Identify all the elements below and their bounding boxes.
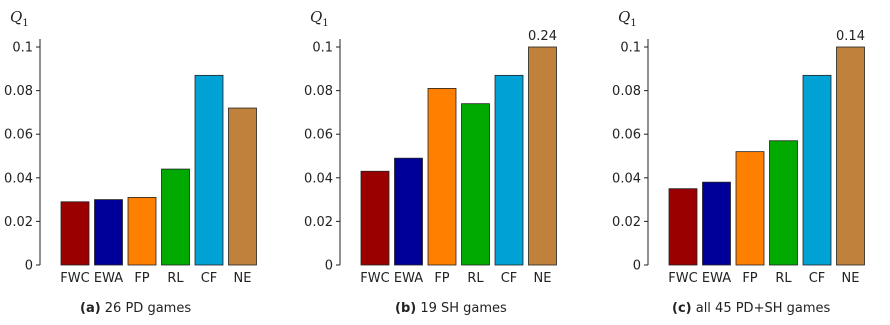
x-tick-label: CF — [201, 271, 218, 286]
x-tick-label: NE — [534, 271, 552, 286]
y-tick-label: 0.1 — [312, 41, 333, 56]
y-tick-label: 0.02 — [612, 215, 641, 230]
y-tick-label: 0.1 — [620, 41, 641, 56]
x-tick-label: EWA — [94, 271, 123, 286]
chart-panel-3: 0 0.02 0.04 0.06 0.08 0.1 Q1 FWC EWA FP RL CF NE 0.14… — [612, 8, 865, 316]
chart-caption-label: (c) — [672, 301, 692, 316]
bar-fp — [735, 151, 765, 266]
y-axis-label: Q1 — [618, 8, 637, 29]
x-tick-label: EWA — [702, 271, 731, 286]
chart-caption: (a) 26 PD games — [80, 301, 191, 316]
x-tick-label: CF — [501, 271, 518, 286]
x-tick-label: FWC — [60, 271, 89, 286]
chart-caption-label: (b) — [395, 301, 416, 316]
x-tick-label: RL — [775, 271, 792, 286]
chart-caption-text: all 45 PD+SH games — [692, 301, 831, 316]
bar-value-label: 0.24 — [528, 29, 557, 44]
chart-caption-text: 26 PD games — [101, 301, 192, 316]
y-axis-label-subscript: 1 — [22, 18, 28, 29]
bar-ewa — [394, 157, 423, 266]
bar-rl — [161, 168, 190, 266]
y-tick-label: 0.08 — [304, 84, 333, 99]
bar-ne — [528, 46, 557, 266]
x-tick-label: RL — [167, 271, 184, 286]
y-axis-label: Q1 — [10, 8, 29, 29]
chart-caption-label: (a) — [80, 301, 101, 316]
y-tick-label: 0.08 — [612, 84, 641, 99]
bar-cf — [194, 74, 224, 266]
bar-rl — [769, 140, 798, 266]
x-tick-label: FP — [134, 271, 149, 286]
y-tick-label: 0.08 — [4, 84, 33, 99]
chart-caption: (b) 19 SH games — [395, 301, 507, 316]
y-tick-label: 0.06 — [304, 128, 333, 143]
x-tick-label: FP — [434, 271, 449, 286]
chart-caption: (c) all 45 PD+SH games — [672, 301, 831, 316]
bar-cf — [802, 74, 832, 266]
x-tick-label: CF — [809, 271, 826, 286]
x-tick-label: FWC — [668, 271, 697, 286]
y-tick-label: 0 — [325, 259, 333, 274]
x-tick-label: NE — [234, 271, 252, 286]
y-tick-label: 0.04 — [612, 171, 641, 186]
x-tick-label: RL — [467, 271, 484, 286]
bar-ne — [836, 46, 865, 266]
y-tick-label: 0 — [25, 259, 33, 274]
y-tick-label: 0.04 — [304, 171, 333, 186]
bar-fp — [127, 197, 157, 266]
chart-panel-2: 0 0.02 0.04 0.06 0.08 0.1 Q1 FWC EWA FP RL CF NE 0.24… — [304, 8, 557, 316]
bar-cf — [494, 74, 524, 266]
bar-value-label: 0.14 — [836, 29, 865, 44]
y-tick-label: 0.06 — [4, 128, 33, 143]
chart-panel-1: 0 0.02 0.04 0.06 0.08 0.1 Q1 FWC EWA FP RL CF NE (a) … — [4, 8, 257, 316]
y-tick-label: 0.1 — [12, 41, 33, 56]
bar-rl — [461, 103, 490, 266]
y-axis-label-subscript: 1 — [630, 18, 636, 29]
bar-ewa — [702, 181, 731, 266]
x-tick-label: FWC — [360, 271, 389, 286]
bar-fwc — [668, 188, 698, 266]
x-tick-label: FP — [742, 271, 757, 286]
y-tick-label: 0.02 — [4, 215, 33, 230]
y-tick-label: 0.02 — [304, 215, 333, 230]
y-axis-label-subscript: 1 — [322, 18, 328, 29]
y-tick-label: 0.06 — [612, 128, 641, 143]
bar-ewa — [94, 199, 123, 266]
x-tick-label: EWA — [394, 271, 423, 286]
chart-caption-text: 19 SH games — [416, 301, 507, 316]
y-axis-label: Q1 — [310, 8, 329, 29]
bar-fp — [427, 88, 457, 266]
bar-fwc — [360, 170, 390, 266]
x-tick-label: NE — [842, 271, 860, 286]
bar-ne — [228, 107, 257, 266]
bar-fwc — [60, 201, 90, 266]
y-tick-label: 0 — [633, 259, 641, 274]
y-tick-label: 0.04 — [4, 171, 33, 186]
